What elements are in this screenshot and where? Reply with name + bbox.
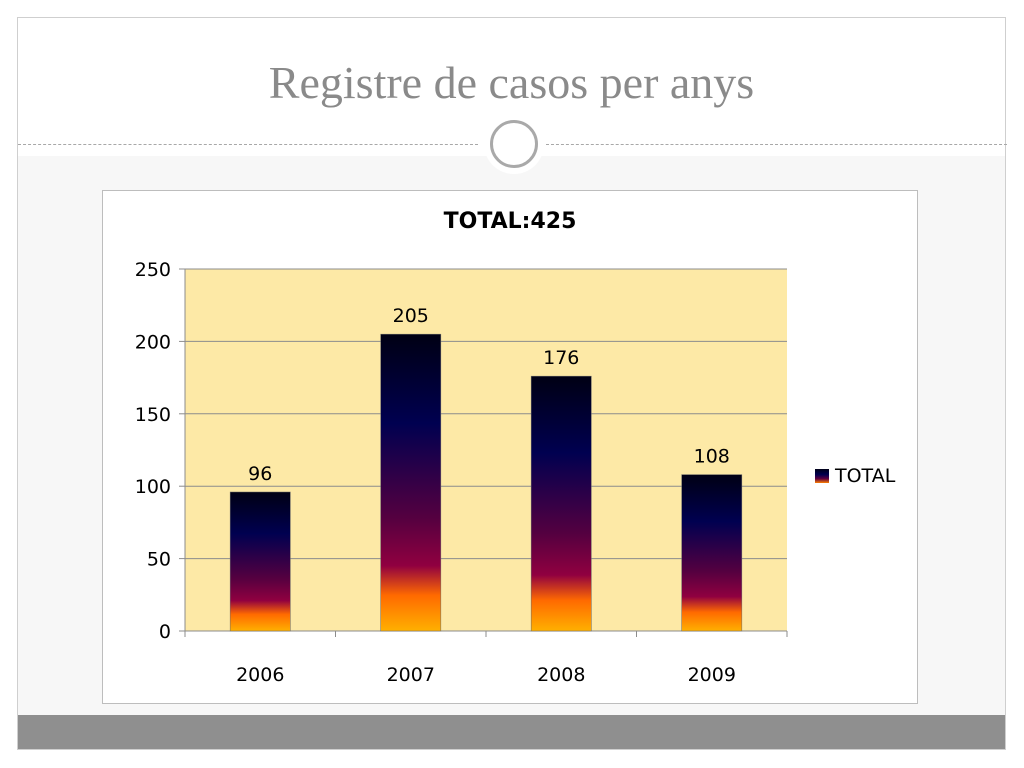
bar-data-label: 108 — [694, 446, 730, 468]
y-tick-label: 250 — [135, 259, 171, 281]
bar — [530, 375, 592, 632]
bar-data-label: 205 — [393, 305, 429, 327]
y-tick-label: 100 — [135, 476, 171, 498]
legend-label: TOTAL — [835, 465, 896, 487]
bar-chart: 0 50 100 150 200 250 96 2006 205 2007 176 2008 108 20… — [135, 259, 788, 686]
title-divider-right — [546, 144, 1007, 145]
legend: TOTAL — [815, 465, 895, 487]
divider-ring-ornament — [484, 114, 544, 174]
ring-icon — [490, 120, 538, 168]
y-tick-label: 150 — [135, 404, 171, 426]
x-tick-label: 2008 — [537, 664, 585, 686]
x-tick-label: 2006 — [236, 664, 284, 686]
y-tick-label: 0 — [159, 621, 171, 643]
y-tick-label: 50 — [147, 549, 171, 571]
bar-data-label: 176 — [543, 347, 579, 369]
footer-bar — [18, 715, 1005, 749]
x-tick-label: 2009 — [688, 664, 736, 686]
bar-data-label: 96 — [248, 463, 272, 485]
bar — [380, 333, 442, 632]
chart-title: TOTAL:425 — [443, 209, 577, 234]
slide-title: Registre de casos per anys — [268, 57, 755, 108]
bar — [681, 474, 743, 632]
bar — [229, 491, 291, 632]
title-divider-left — [18, 144, 478, 145]
chart-frame: 0 50 100 150 200 250 96 2006 205 2007 176 2008 108 20… — [102, 190, 918, 704]
y-tick-label: 200 — [135, 331, 171, 353]
x-tick-label: 2007 — [387, 664, 435, 686]
legend-swatch — [815, 469, 829, 483]
